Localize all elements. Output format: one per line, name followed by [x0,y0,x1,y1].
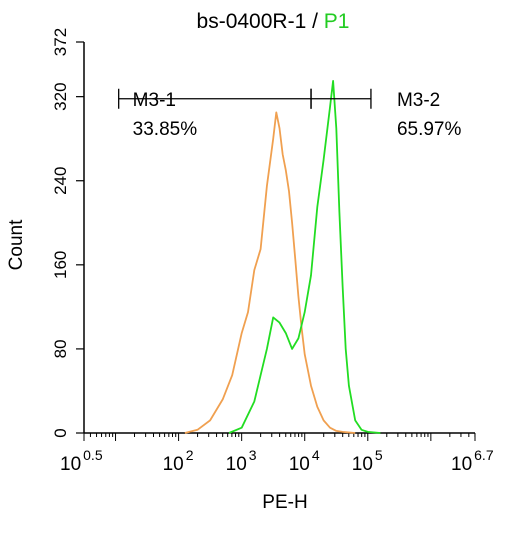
x-tick-label: 10 6.7 [451,447,494,475]
x-tick-label: 10 5 [352,447,383,475]
y-axis-label: Count [6,219,27,270]
plot-area: 0 80 160 240 320 372 10 0.5 10 2 10 3 10 4 10 5 10 6.7 M3-… [51,28,494,475]
x-tick-label: 10 3 [226,447,257,475]
chart-title-main: bs-0400R-1 / [197,10,324,33]
marker-label-2: M3-2 [397,90,440,111]
x-tick-label: 10 2 [163,447,194,475]
y-tick-label: 160 [51,251,70,279]
x-axis-label: PE-H [262,492,307,513]
marker-label-1: M3-1 [133,90,176,111]
y-tick-label: 240 [51,167,70,195]
y-tick-label: 0 [51,428,70,437]
y-tick-label: 372 [51,28,70,56]
x-tick-label: 10 4 [289,447,320,475]
marker-percent-1: 33.85% [133,119,198,140]
histogram-series-2 [228,80,381,434]
y-tick-label: 80 [51,339,70,358]
y-tick-label: 320 [51,82,70,110]
chart-title-highlight: P1 [324,10,350,33]
marker-percent-2: 65.97% [397,119,462,140]
x-tick-label: 10 0.5 [60,447,103,475]
histogram-series-1 [184,111,356,434]
chart-title: bs-0400R-1 / P1 [197,10,350,33]
